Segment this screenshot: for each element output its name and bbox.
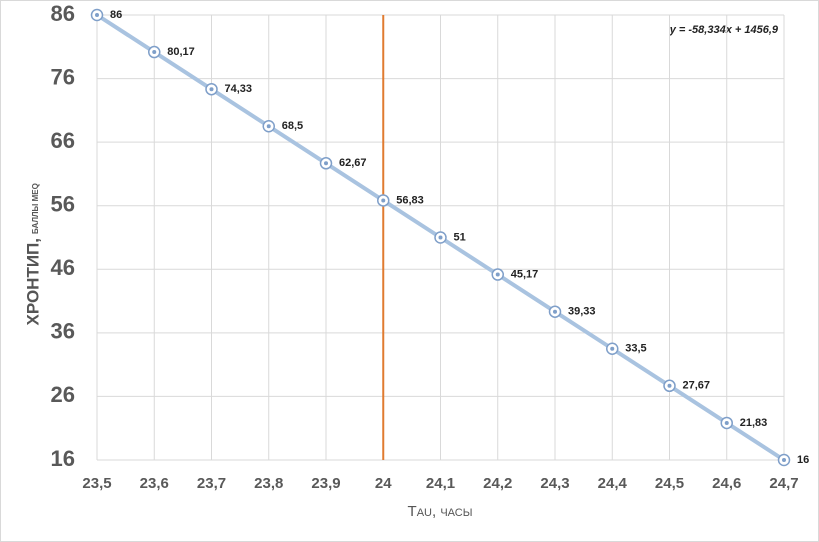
- y-tick-label: 86: [51, 1, 75, 26]
- marker-dot: [152, 50, 157, 55]
- x-tick-label: 23,9: [311, 475, 340, 492]
- marker-dot: [266, 124, 271, 129]
- data-label: 62,67: [339, 157, 367, 169]
- marker-dot: [95, 13, 99, 17]
- marker-dot: [324, 161, 328, 166]
- data-label: 86: [110, 9, 122, 21]
- data-label: 56,83: [396, 194, 424, 206]
- marker-dot: [782, 458, 786, 462]
- y-axis-unit: БАЛЛЫ MEQ: [31, 183, 40, 234]
- x-tick-label: 24,1: [426, 475, 455, 492]
- data-label: 21,83: [740, 417, 768, 429]
- marker-dot: [438, 235, 443, 240]
- x-tick-label: 23,5: [82, 475, 111, 492]
- data-label: 33,5: [625, 343, 646, 355]
- y-tick-label: 66: [51, 128, 75, 153]
- x-tick-label: 24,6: [712, 475, 741, 492]
- data-label: 68,5: [282, 120, 303, 132]
- x-tick-label: 23,7: [197, 475, 226, 492]
- equation: y = -58,334x + 1456,9: [669, 24, 779, 36]
- x-axis-label: Tau, часы: [408, 503, 473, 520]
- marker-dot: [381, 198, 386, 203]
- data-label: 74,33: [225, 83, 253, 95]
- y-tick-label: 26: [51, 382, 75, 407]
- x-tick-label: 23,8: [254, 475, 283, 492]
- y-tick-label: 76: [51, 64, 75, 89]
- y-tick-label: 36: [51, 319, 75, 344]
- data-label: 80,17: [167, 46, 195, 58]
- marker-dot: [724, 420, 729, 425]
- data-label: 45,17: [511, 268, 539, 280]
- x-tick-label: 24,7: [769, 475, 798, 492]
- x-tick-label: 23,6: [140, 475, 169, 492]
- y-tick-label: 16: [51, 446, 75, 471]
- marker-dot: [495, 272, 500, 277]
- x-tick-label: 24,3: [540, 475, 569, 492]
- marker-dot: [610, 346, 615, 351]
- data-label: 39,33: [568, 306, 596, 318]
- x-tick-label: 24,5: [655, 475, 684, 492]
- x-tick-label: 24: [375, 475, 392, 492]
- x-tick-label: 24,2: [483, 475, 512, 492]
- marker-dot: [667, 383, 672, 388]
- data-label: 27,67: [683, 380, 711, 392]
- y-tick-label: 56: [51, 192, 75, 217]
- data-label: 51: [454, 231, 466, 243]
- x-tick-label: 24,4: [598, 475, 628, 492]
- y-axis-label-group: ХРОНТИП, БАЛЛЫ MEQ: [23, 183, 42, 325]
- marker-dot: [209, 87, 214, 92]
- y-tick-label: 46: [51, 255, 75, 280]
- marker-dot: [553, 309, 557, 314]
- data-label: 16: [797, 454, 809, 466]
- y-axis-label: ХРОНТИП,: [23, 238, 42, 326]
